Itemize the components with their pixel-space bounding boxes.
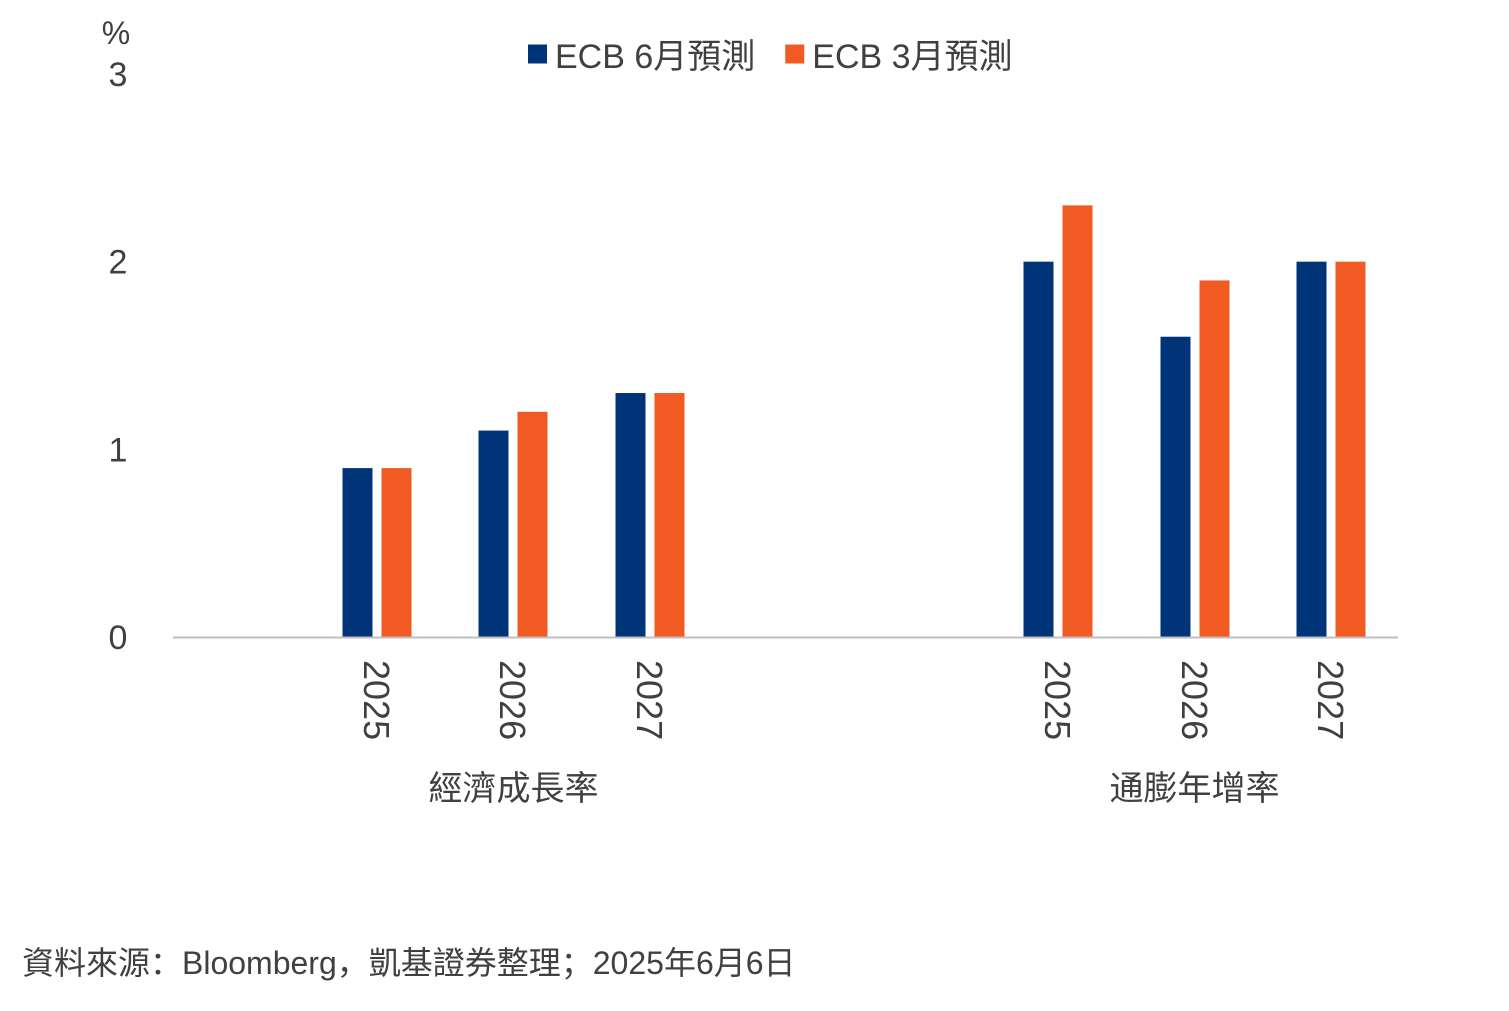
x-tick-label-g2-2026: 2026 [1174, 660, 1215, 740]
y-tick-label-2: 2 [109, 244, 128, 282]
bar-g2-2027-s1 [1296, 261, 1327, 637]
y-tick-label-0: 0 [109, 619, 128, 657]
x-tick-label-g1-2026: 2026 [492, 660, 533, 740]
bar-g2-2025-s1 [1023, 261, 1054, 637]
x-tick-label-g1-2025: 2025 [356, 660, 397, 740]
y-axis: 0 1 2 3% [102, 15, 130, 657]
legend-label-1: ECB 6月預測 [555, 38, 755, 76]
bar-g1-2027-s1 [615, 393, 646, 637]
y-tick-label-3: 3 [109, 56, 128, 94]
legend: ECB 6月預測 ECB 3月預測 [528, 38, 1013, 76]
x-tick-label-g1-2027: 2027 [629, 660, 670, 740]
bar-g1-2026-s1 [478, 430, 509, 637]
y-axis-unit-label: % [102, 15, 130, 51]
legend-swatch-1 [528, 44, 547, 64]
bar-g1-2025-s2 [381, 468, 412, 637]
x-axis: 2025 2026 2027 經濟成長率 2025 2026 2027 通膨年增率 [173, 636, 1398, 808]
bar-g2-2026-s2 [1199, 280, 1230, 637]
bar-g2-2027-s2 [1335, 261, 1366, 637]
bar-g2-2025-s2 [1062, 205, 1093, 637]
y-tick-label-1: 1 [109, 431, 128, 469]
bar-g1-2026-s2 [517, 411, 548, 637]
bar-g2-2026-s1 [1160, 336, 1191, 637]
bar-g1-2025-s1 [342, 468, 373, 637]
bars [342, 205, 1366, 637]
x-tick-label-g2-2027: 2027 [1310, 660, 1351, 740]
group-label-1: 經濟成長率 [429, 770, 599, 808]
legend-swatch-2 [785, 44, 805, 64]
group-label-2: 通膨年增率 [1110, 770, 1280, 808]
legend-label-2: ECB 3月預測 [812, 38, 1012, 76]
bar-g1-2027-s2 [654, 393, 685, 637]
x-tick-label-g2-2025: 2025 [1037, 660, 1078, 740]
source-note: 資料來源：Bloomberg，凱基證券整理；2025年6月6日 [22, 945, 796, 981]
